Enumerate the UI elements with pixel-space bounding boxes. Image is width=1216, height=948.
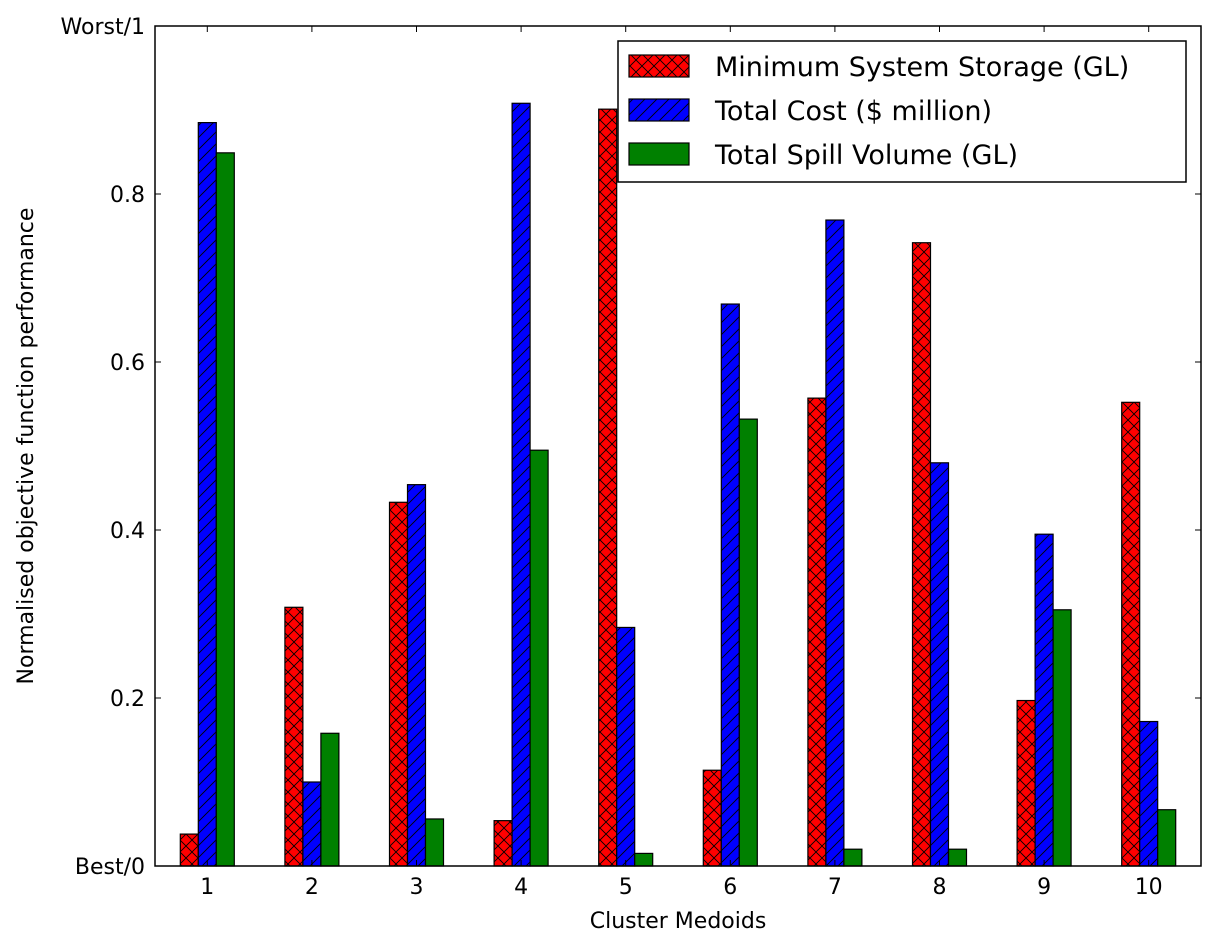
legend-swatch — [628, 54, 690, 78]
bar-3-3 — [424, 818, 445, 867]
bar-2-9 — [1034, 533, 1054, 867]
x-tick-label: 9 — [1037, 875, 1051, 900]
x-tick-label: 3 — [410, 875, 424, 900]
x-tick-label: 5 — [619, 875, 633, 900]
bar-1-10 — [1121, 401, 1141, 867]
bar-2-5 — [616, 626, 636, 867]
x-axis-title: Cluster Medoids — [590, 909, 767, 934]
bar-3-10 — [1157, 809, 1177, 867]
x-tick-label: 6 — [723, 875, 737, 900]
bar-1-5 — [598, 108, 618, 867]
bar-2-1 — [197, 121, 217, 867]
bar-3-6 — [738, 418, 758, 867]
y-tick-label: 0.2 — [110, 687, 145, 712]
plot-area-frame — [154, 25, 1202, 867]
bar-1-2 — [284, 606, 304, 867]
x-tick-label: 2 — [305, 875, 319, 900]
bar-3-4 — [529, 449, 549, 867]
bar-2-2 — [302, 781, 322, 867]
legend-label: Total Cost ($ million) — [714, 96, 992, 127]
legend: Minimum System Storage (GL) Total Cost ($… — [617, 40, 1187, 183]
bar-3-9 — [1052, 609, 1072, 867]
bar-1-1 — [179, 833, 199, 867]
bar-3-8 — [947, 848, 968, 867]
y-axis-title: Normalised objective function performanc… — [14, 208, 39, 685]
y-tick-label: 0.6 — [110, 351, 145, 376]
x-tick-label: 10 — [1135, 875, 1163, 900]
bar-1-6 — [702, 769, 722, 867]
bar-1-4 — [493, 820, 513, 867]
axis-ticks: 1 2 3 4 5 6 7 8 9 10 Best/0 0.2 0.4 0.6 0.8 Worst/1 — [61, 15, 1201, 900]
bar-2-8 — [929, 462, 950, 867]
y-tick-label: Worst/1 — [61, 15, 145, 40]
bar-2-3 — [406, 484, 427, 867]
y-tick-label: 0.4 — [110, 519, 145, 544]
bar-2-6 — [720, 303, 740, 867]
bar-1-9 — [1016, 699, 1036, 867]
legend-frame — [617, 40, 1187, 183]
y-tick-label: 0.8 — [110, 183, 145, 208]
bar-1-7 — [807, 397, 827, 867]
x-tick-label: 4 — [514, 875, 528, 900]
x-tick-label: 1 — [200, 875, 214, 900]
x-tick-label: 7 — [828, 875, 842, 900]
legend-label: Minimum System Storage (GL) — [715, 52, 1129, 83]
bar-1-8 — [911, 242, 932, 867]
bar-3-2 — [320, 732, 340, 867]
y-tick-label: Best/0 — [75, 855, 145, 880]
bar-3-1 — [215, 152, 235, 867]
bar-2-7 — [825, 219, 845, 867]
legend-label: Total Spill Volume (GL) — [714, 140, 1018, 171]
x-tick-label: 8 — [933, 875, 947, 900]
bar-3-5 — [634, 852, 654, 867]
bar-1-3 — [388, 501, 409, 867]
legend-swatch — [628, 98, 690, 122]
bar-2-4 — [511, 102, 531, 867]
bar-3-7 — [843, 848, 863, 867]
bar-2-10 — [1139, 720, 1159, 867]
bars-layer — [179, 102, 1177, 867]
legend-swatch — [628, 142, 690, 166]
